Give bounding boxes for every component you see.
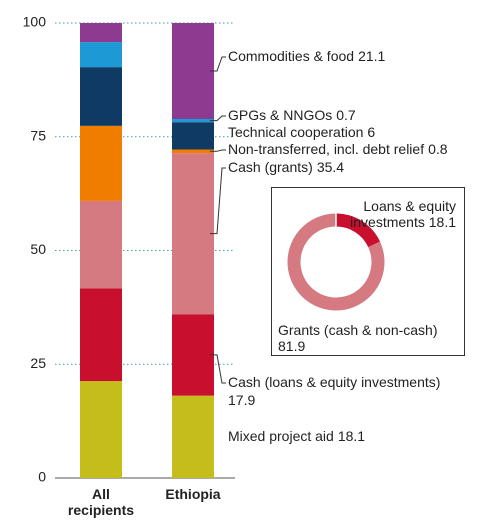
donut-slice — [287, 213, 385, 311]
series-label: Cash (loans & equity investments) 17.9 — [228, 374, 440, 408]
series-value: 21.1 — [358, 48, 385, 64]
series-label: Commodities & food 21.1 — [228, 48, 386, 64]
leader-line — [210, 149, 226, 152]
series-label: Cash (grants) 35.4 — [228, 159, 344, 175]
leader-line — [210, 167, 226, 235]
bar-segment — [172, 153, 214, 315]
y-tick-label: 75 — [30, 127, 46, 143]
series-name: Commodities & food — [228, 48, 354, 64]
pie-category: Loans & equity investments — [350, 198, 456, 230]
bar-segment — [172, 23, 214, 120]
pie-value: 81.9 — [278, 338, 306, 354]
pie-label: Loans & equity investments 18.1 — [330, 198, 456, 230]
bar-segment — [172, 149, 214, 154]
series-label: Technical cooperation 6 — [228, 124, 375, 140]
pie-value: 18.1 — [428, 214, 456, 230]
bar-segment — [80, 42, 122, 68]
bar-segment — [80, 200, 122, 289]
series-value: 35.4 — [317, 159, 344, 175]
leader-line — [210, 354, 226, 384]
series-value: 6 — [367, 124, 375, 140]
y-tick-label: 100 — [23, 14, 47, 30]
y-tick-label: 25 — [30, 355, 46, 371]
series-label: Mixed project aid 18.1 — [228, 428, 365, 444]
series-name: Non-transferred, incl. debt relief — [228, 141, 424, 157]
series-name: Technical cooperation — [228, 124, 363, 140]
series-name: GPGs & NNGOs — [228, 107, 332, 123]
series-name: Cash (grants) — [228, 159, 313, 175]
pie-label: Grants (cash & non-cash) 81.9 — [278, 322, 464, 354]
bar-segment — [172, 122, 214, 150]
bar-segment — [172, 119, 214, 123]
donut-slice — [335, 213, 381, 248]
series-value: 0.7 — [336, 107, 356, 123]
series-name: Cash (loans & equity investments) — [228, 374, 440, 390]
x-tick-label: All recipients — [67, 486, 135, 518]
bar-segment — [80, 67, 122, 126]
series-label: GPGs & NNGOs 0.7 — [228, 107, 356, 123]
bar-segment — [172, 395, 214, 478]
x-tick-label: Ethiopia — [165, 486, 221, 502]
y-tick-label: 0 — [38, 469, 46, 485]
bar-segment — [80, 288, 122, 382]
series-value: 18.1 — [338, 428, 365, 444]
inset-box — [271, 187, 465, 356]
leader-line — [210, 115, 226, 122]
bar-segment — [80, 23, 122, 43]
series-name: Mixed project aid — [228, 428, 334, 444]
leader-line — [210, 56, 226, 72]
bar-segment — [80, 125, 122, 201]
y-tick-label: 50 — [30, 241, 46, 257]
series-label: Non-transferred, incl. debt relief 0.8 — [228, 141, 448, 157]
pie-category: Grants (cash & non-cash) — [278, 322, 438, 338]
bar-segment — [172, 314, 214, 396]
series-value: 0.8 — [428, 141, 448, 157]
series-value: 17.9 — [228, 392, 255, 408]
bar-segment — [80, 381, 122, 478]
